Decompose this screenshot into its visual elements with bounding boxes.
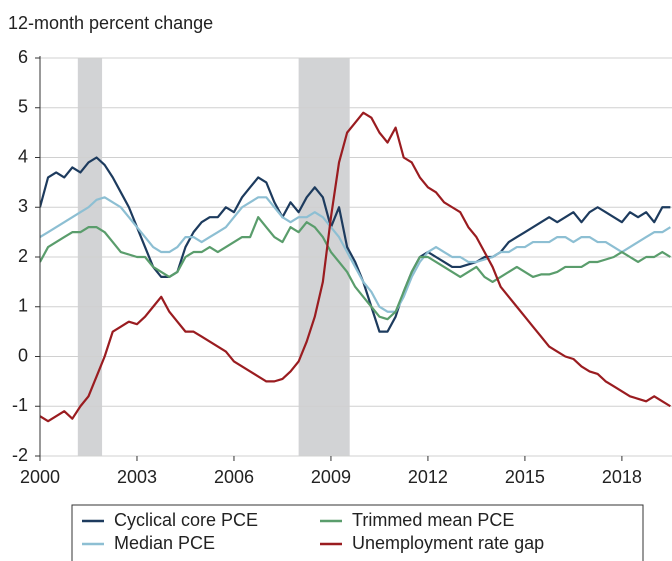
grid: -2 -1 0 1 2 3 4 5 6 2000 2003 2006 2009 2012 2015 2018 — [12, 47, 672, 487]
series-line — [40, 156, 671, 333]
x-tick-label: 2003 — [117, 467, 157, 487]
y-tick-label: -2 — [12, 445, 28, 465]
x-tick-label: 2012 — [408, 467, 448, 487]
series-line — [40, 196, 671, 313]
x-tick-label: 2015 — [505, 467, 545, 487]
x-tick-label: 2018 — [602, 467, 642, 487]
x-tick-label: 2000 — [20, 467, 60, 487]
legend-box — [71, 504, 644, 561]
legend-label: Median PCE — [114, 533, 215, 553]
y-tick-label: 1 — [18, 296, 28, 316]
x-tick-label: 2009 — [311, 467, 351, 487]
chart-title: 12-month percent change — [8, 13, 213, 33]
y-tick-label: 3 — [18, 196, 28, 216]
lines — [40, 111, 671, 423]
legend: Cyclical core PCE Median PCE Trimmed mean … — [82, 510, 544, 553]
y-tick-label: -1 — [12, 395, 28, 415]
legend-label: Unemployment rate gap — [352, 533, 544, 553]
y-tick-label: 2 — [18, 246, 28, 266]
x-tick-label: 2006 — [214, 467, 254, 487]
y-tick-label: 4 — [18, 146, 28, 166]
y-tick-label: 0 — [18, 345, 28, 365]
series-line — [40, 111, 671, 423]
y-tick-label: 5 — [18, 97, 28, 117]
y-tick-label: 6 — [18, 47, 28, 67]
series-line — [40, 216, 671, 321]
legend-label: Cyclical core PCE — [114, 510, 258, 530]
legend-label: Trimmed mean PCE — [352, 510, 514, 530]
